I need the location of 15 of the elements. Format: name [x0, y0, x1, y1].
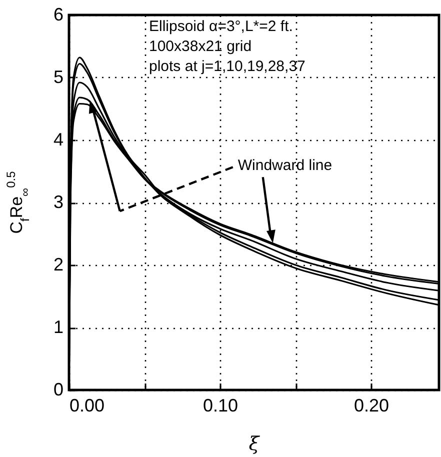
- y-tick-label: 0: [53, 380, 64, 400]
- annotation: plots at j=1,10,19,28,37: [149, 58, 306, 75]
- y-tick-label: 6: [53, 4, 64, 24]
- x-tick-label: 0.00: [70, 396, 105, 416]
- x-tick-label: 0.20: [354, 396, 390, 416]
- x-tick-label: 0.10: [202, 396, 238, 416]
- y-tick-label: 3: [53, 192, 64, 212]
- annotation: Windward line: [238, 157, 332, 174]
- annotation: Ellipsoid α=3°,L*=2 ft.: [149, 18, 293, 35]
- annotation: 100x38x21 grid: [149, 38, 252, 55]
- y-tick-label: 4: [53, 130, 64, 150]
- y-tick-label: 1: [53, 317, 64, 337]
- y-tick-label: 2: [53, 254, 64, 274]
- x-axis-title: ξ: [248, 433, 261, 455]
- y-tick-label: 5: [53, 67, 64, 87]
